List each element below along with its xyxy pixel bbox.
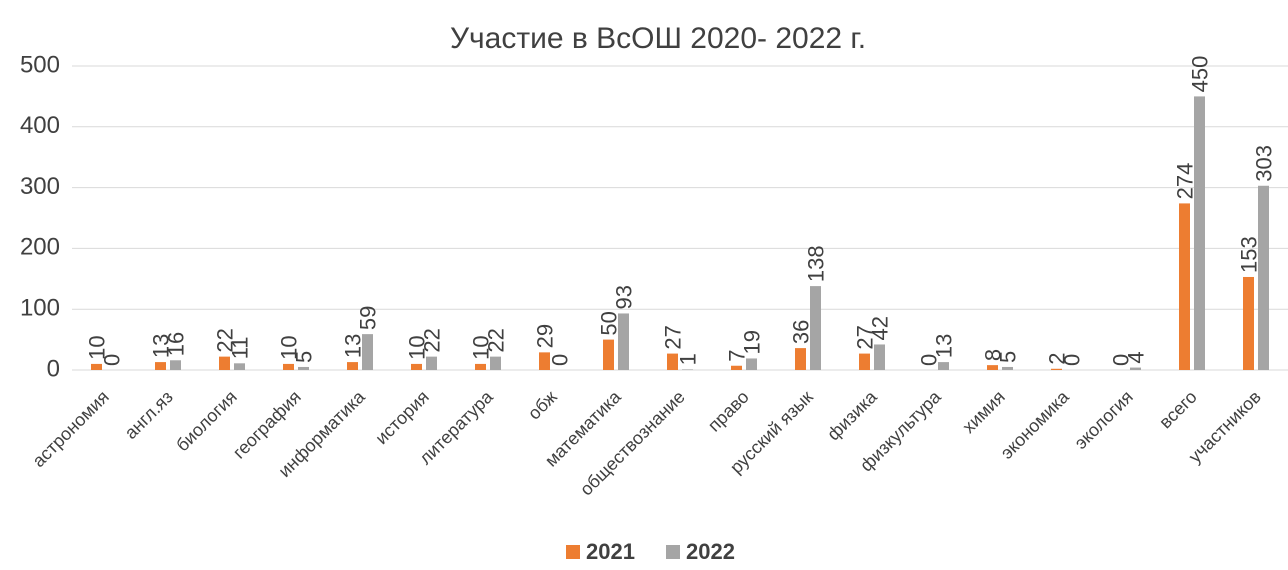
data-label: 42 bbox=[868, 316, 893, 340]
data-label: 5 bbox=[292, 351, 317, 363]
data-label: 4 bbox=[1124, 351, 1149, 363]
data-label: 27 bbox=[853, 325, 878, 349]
bar bbox=[1130, 367, 1141, 370]
data-label: 0 bbox=[548, 354, 573, 366]
legend-label: 2021 bbox=[586, 539, 635, 564]
bar bbox=[475, 363, 486, 370]
chart-title: Участие в ВсОШ 2020- 2022 г. bbox=[450, 22, 866, 55]
data-label: 19 bbox=[740, 330, 765, 354]
x-tick-label: обж bbox=[524, 387, 561, 424]
data-label: 50 bbox=[597, 311, 622, 335]
data-label: 22 bbox=[484, 328, 509, 352]
bar bbox=[603, 339, 614, 370]
bar bbox=[539, 352, 550, 370]
bar bbox=[731, 365, 742, 370]
legend-swatch bbox=[666, 545, 680, 559]
bar bbox=[667, 353, 678, 370]
bar bbox=[618, 313, 629, 370]
legend-swatch bbox=[566, 545, 580, 559]
bar bbox=[1179, 203, 1190, 370]
data-label: 10 bbox=[277, 335, 302, 359]
y-tick-label: 200 bbox=[20, 234, 60, 261]
data-label: 29 bbox=[533, 324, 558, 348]
bar bbox=[987, 365, 998, 370]
bar bbox=[682, 369, 693, 370]
data-label: 13 bbox=[932, 334, 957, 358]
x-tick-label: англ.яз bbox=[121, 387, 177, 443]
data-label: 274 bbox=[1173, 163, 1198, 200]
data-label: 0 bbox=[1109, 354, 1134, 366]
x-tick-label: астрономия bbox=[28, 387, 112, 471]
y-tick-label: 300 bbox=[20, 173, 60, 200]
data-label: 0 bbox=[917, 354, 942, 366]
bar bbox=[859, 353, 870, 370]
bar bbox=[746, 358, 757, 370]
data-label: 10 bbox=[469, 335, 494, 359]
bar bbox=[298, 366, 309, 370]
bar bbox=[1051, 368, 1062, 370]
data-label: 7 bbox=[725, 349, 750, 361]
data-label: 10 bbox=[85, 335, 110, 359]
data-label: 2 bbox=[1045, 353, 1070, 365]
bar bbox=[795, 348, 806, 370]
bar bbox=[283, 363, 294, 370]
data-label: 138 bbox=[804, 245, 829, 282]
data-label: 0 bbox=[1060, 354, 1085, 366]
bar bbox=[347, 362, 358, 370]
data-label: 16 bbox=[164, 332, 189, 356]
data-label: 10 bbox=[405, 335, 430, 359]
data-label: 153 bbox=[1237, 236, 1262, 273]
data-label: 13 bbox=[341, 334, 366, 358]
y-tick-label: 0 bbox=[47, 355, 60, 382]
bar bbox=[1258, 185, 1269, 370]
bar bbox=[234, 363, 245, 370]
data-label: 8 bbox=[981, 349, 1006, 361]
x-tick-label: биология bbox=[172, 387, 241, 456]
data-label: 22 bbox=[213, 328, 238, 352]
x-tick-label: химия bbox=[958, 387, 1008, 437]
bar bbox=[938, 362, 949, 370]
bar bbox=[1243, 276, 1254, 370]
x-tick-label: экология bbox=[1070, 387, 1136, 453]
bar bbox=[1002, 366, 1013, 370]
data-label: 0 bbox=[100, 354, 125, 366]
x-tick-label: экономика bbox=[997, 386, 1074, 463]
legend-label: 2022 bbox=[686, 539, 735, 564]
bar bbox=[411, 363, 422, 370]
x-tick-label: право bbox=[704, 387, 753, 436]
y-tick-label: 500 bbox=[20, 51, 60, 78]
bar bbox=[874, 344, 885, 370]
bar bbox=[91, 363, 102, 370]
bar bbox=[170, 360, 181, 370]
data-label: 303 bbox=[1252, 145, 1277, 182]
x-tick-label: история bbox=[371, 387, 432, 448]
data-label: 22 bbox=[420, 328, 445, 352]
data-label: 93 bbox=[612, 285, 637, 309]
data-label: 13 bbox=[149, 334, 174, 358]
data-label: 59 bbox=[356, 306, 381, 330]
x-tick-label: всего bbox=[1155, 387, 1201, 433]
data-label: 5 bbox=[996, 351, 1021, 363]
bar bbox=[810, 286, 821, 370]
y-tick-label: 400 bbox=[20, 112, 60, 139]
x-tick-label: физика bbox=[823, 386, 881, 444]
bar bbox=[490, 356, 501, 370]
bar bbox=[1194, 96, 1205, 371]
bar bbox=[362, 334, 373, 370]
bar bbox=[155, 362, 166, 370]
data-label: 36 bbox=[789, 320, 814, 344]
data-label: 11 bbox=[228, 336, 253, 359]
y-tick-label: 100 bbox=[20, 295, 60, 322]
bar bbox=[219, 356, 230, 370]
data-label: 1 bbox=[676, 353, 701, 365]
bar bbox=[426, 356, 437, 370]
data-label: 450 bbox=[1188, 56, 1213, 93]
data-label: 27 bbox=[661, 325, 686, 349]
